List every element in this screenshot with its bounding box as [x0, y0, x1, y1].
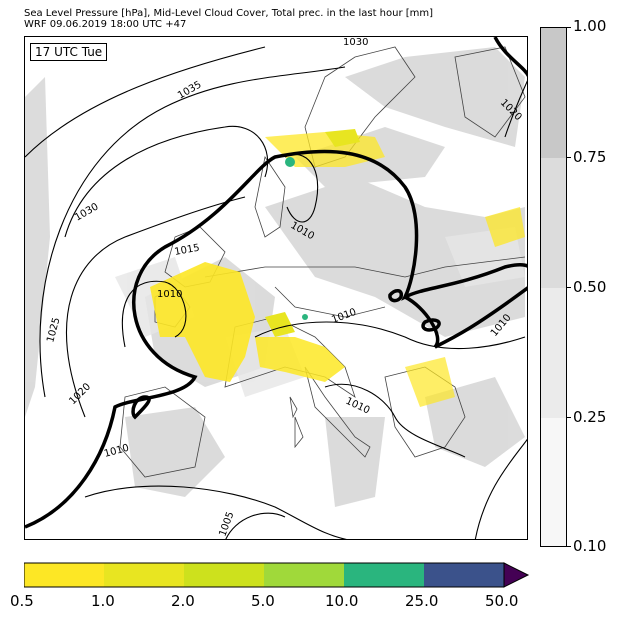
model-run-info: WRF 09.06.2019 18:00 UTC +47 [24, 19, 187, 30]
isobar-label: 1010 [157, 289, 182, 300]
cloud-band [541, 418, 566, 546]
isobar-label: 1025 [45, 316, 62, 343]
precip-tick-label: 10.0 [325, 592, 359, 610]
weather-map: 1030 1035 1030 1025 1020 1015 1010 1010 … [24, 36, 528, 540]
precip-tick-label: 1.0 [91, 592, 115, 610]
precip-extend-arrow [503, 562, 530, 588]
precip-tick-label: 50.0 [485, 592, 519, 610]
isobar-label: 1005 [217, 510, 236, 538]
precip-band [184, 563, 264, 587]
precip-tick-label: 5.0 [251, 592, 275, 610]
precip-tick-label: 2.0 [171, 592, 195, 610]
precip-bar-outline [24, 562, 505, 588]
cloud-band [541, 28, 566, 158]
cloud-band [541, 288, 566, 418]
cloud-tick-label: 0.75 [573, 148, 607, 166]
isobar-label: 1010 [103, 443, 130, 460]
precip-band [424, 563, 504, 587]
cloud-cover-colorbar [540, 27, 567, 547]
cloud-cover-layer [25, 47, 525, 507]
isobar-label: 1015 [174, 243, 201, 258]
cloud-band [541, 158, 566, 288]
cloud-tick-label: 1.00 [573, 17, 607, 35]
coastlines [119, 46, 526, 478]
precip-band [104, 563, 184, 587]
isobars [25, 46, 527, 539]
cloud-tick-label: 0.25 [573, 408, 607, 426]
map-canvas: 1030 1035 1030 1025 1020 1015 1010 1010 … [25, 37, 527, 539]
isobar-1015 [25, 37, 527, 529]
isobar-label: 1030 [343, 37, 368, 48]
precipitation-layer [150, 129, 525, 407]
cloud-tick-label: 0.50 [573, 278, 607, 296]
precip-band [344, 563, 424, 587]
time-label: 17 UTC Tue [30, 43, 108, 61]
precip-band [264, 563, 344, 587]
precip-tick-label: 0.5 [10, 592, 34, 610]
cloud-tick-label: 0.10 [573, 537, 607, 555]
precip-tick-label: 25.0 [405, 592, 439, 610]
precip-band [24, 563, 104, 587]
precipitation-colorbar [24, 562, 530, 588]
map-title: Sea Level Pressure [hPa], Mid-Level Clou… [24, 8, 434, 19]
isobar-label: 1010 [344, 396, 372, 417]
isobar-label: 1030 [73, 201, 101, 223]
isobar-label: 1035 [176, 79, 204, 101]
